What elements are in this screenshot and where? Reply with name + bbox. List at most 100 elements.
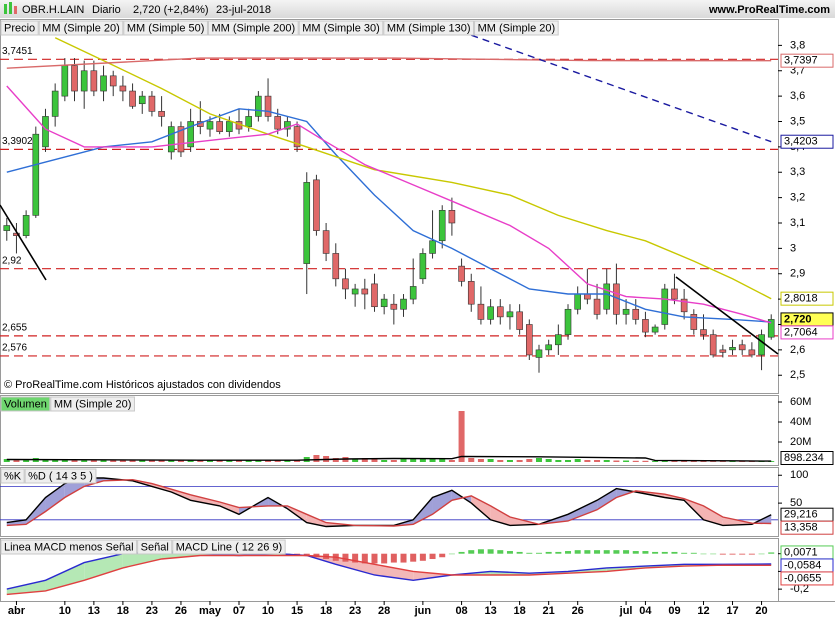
legend-box xyxy=(383,20,475,36)
legend-label: MM (Simple 200) xyxy=(211,22,295,34)
legend-label: MM (Simple 20) xyxy=(478,22,556,34)
candle-body xyxy=(496,306,504,318)
legend-box xyxy=(137,539,173,555)
candle-body xyxy=(603,283,611,310)
volume-bar xyxy=(245,460,252,462)
value-label-box xyxy=(780,291,834,306)
candle-body xyxy=(61,65,69,97)
candle-body xyxy=(245,116,252,127)
volume-bar xyxy=(81,460,88,462)
volume-bar xyxy=(119,460,126,462)
price-change: 2,720 (+2,84%) xyxy=(133,4,209,16)
between-fill xyxy=(45,483,65,512)
histogram-bar xyxy=(390,553,397,563)
value-label: -0,0584 xyxy=(784,559,821,571)
histogram-bar xyxy=(468,550,475,554)
value-label: 29,216 xyxy=(784,509,818,521)
candle-body xyxy=(109,75,117,87)
candle-body xyxy=(690,314,698,330)
volume-bar xyxy=(400,459,407,462)
volume-bar xyxy=(129,460,136,462)
volume-bar xyxy=(642,460,649,462)
candle-body xyxy=(574,293,581,310)
candle-body xyxy=(129,90,136,107)
candle-body xyxy=(651,326,659,333)
histogram-bar xyxy=(642,551,649,554)
volume-bar xyxy=(361,458,368,462)
series-line xyxy=(6,554,772,596)
value-label: 3,7397 xyxy=(784,55,818,67)
legend-label: MM (Simple 30) xyxy=(302,22,380,34)
between-fill xyxy=(190,494,220,506)
value-label-box xyxy=(780,571,834,586)
legend-box xyxy=(24,468,97,484)
x-tick-label: 18 xyxy=(320,605,332,617)
legend-label: Precio xyxy=(4,22,35,34)
candle-body xyxy=(409,286,417,300)
value-label-box xyxy=(780,451,834,465)
y-tick-label: 3,3 xyxy=(790,166,805,178)
volume-bar xyxy=(419,458,426,462)
volume-bar xyxy=(371,459,378,462)
legend-label: Volumen xyxy=(4,398,47,410)
x-tick-label: 04 xyxy=(639,605,652,617)
x-tick-label: jul xyxy=(619,605,633,617)
volume-bar xyxy=(236,460,243,462)
y-tick-label: -0,2 xyxy=(790,583,809,595)
histogram-bar xyxy=(545,551,552,554)
volume-bar xyxy=(535,458,542,462)
volume-bar xyxy=(487,459,494,462)
header-bar xyxy=(0,0,835,18)
volume-bar xyxy=(700,461,707,462)
candle-body xyxy=(584,293,591,300)
symbol: OBR.H.LAIN xyxy=(22,4,84,16)
volume-bar xyxy=(632,460,639,462)
series-line xyxy=(6,455,772,462)
site: www.ProRealTime.com xyxy=(708,4,830,16)
date: 23-jul-2018 xyxy=(216,4,271,16)
histogram-bar xyxy=(652,551,659,554)
x-tick-label: 17 xyxy=(726,605,738,617)
histogram-bar xyxy=(429,553,436,560)
between-fill xyxy=(122,551,162,568)
volume-bar xyxy=(381,460,388,462)
series-line xyxy=(6,57,772,69)
y-tick-label: 60M xyxy=(790,396,811,408)
value-label-box xyxy=(780,134,834,149)
histogram-bar xyxy=(681,552,688,554)
series-line xyxy=(6,108,772,323)
legend-box xyxy=(123,20,208,36)
candle-body xyxy=(767,319,775,338)
histogram-bar xyxy=(487,549,494,554)
histogram-bar xyxy=(613,550,620,554)
candle-body xyxy=(255,95,262,117)
candle-body xyxy=(80,70,88,92)
volume-bar xyxy=(158,460,165,462)
level-label: 2,576 xyxy=(2,343,27,354)
between-fill xyxy=(219,502,240,515)
y-tick-label: 3,1 xyxy=(790,217,805,229)
candle-body xyxy=(593,298,601,315)
candle-body xyxy=(516,311,523,330)
candle-body xyxy=(42,116,49,148)
value-label: 2,8018 xyxy=(784,293,818,305)
value-label: 0,0071 xyxy=(784,546,818,558)
candle-body xyxy=(32,133,40,216)
histogram-bar xyxy=(758,553,765,555)
volume-bar xyxy=(332,458,339,462)
candle-body xyxy=(738,344,746,351)
histogram-bar xyxy=(458,551,465,554)
candle-body xyxy=(22,215,30,236)
volume-bar xyxy=(739,461,746,462)
legend-label: %D ( 14 3 5 ) xyxy=(28,470,93,482)
x-tick-label: 12 xyxy=(697,605,709,617)
legend-label: Señal xyxy=(141,541,169,553)
volume-bar xyxy=(177,460,184,462)
candle-body xyxy=(448,210,456,224)
candle-body xyxy=(293,126,301,148)
value-label: -0,0655 xyxy=(784,572,821,584)
histogram-bar xyxy=(603,550,610,554)
candle-body xyxy=(564,308,572,335)
x-tick-label: 26 xyxy=(175,605,187,617)
candle-body xyxy=(138,95,146,105)
